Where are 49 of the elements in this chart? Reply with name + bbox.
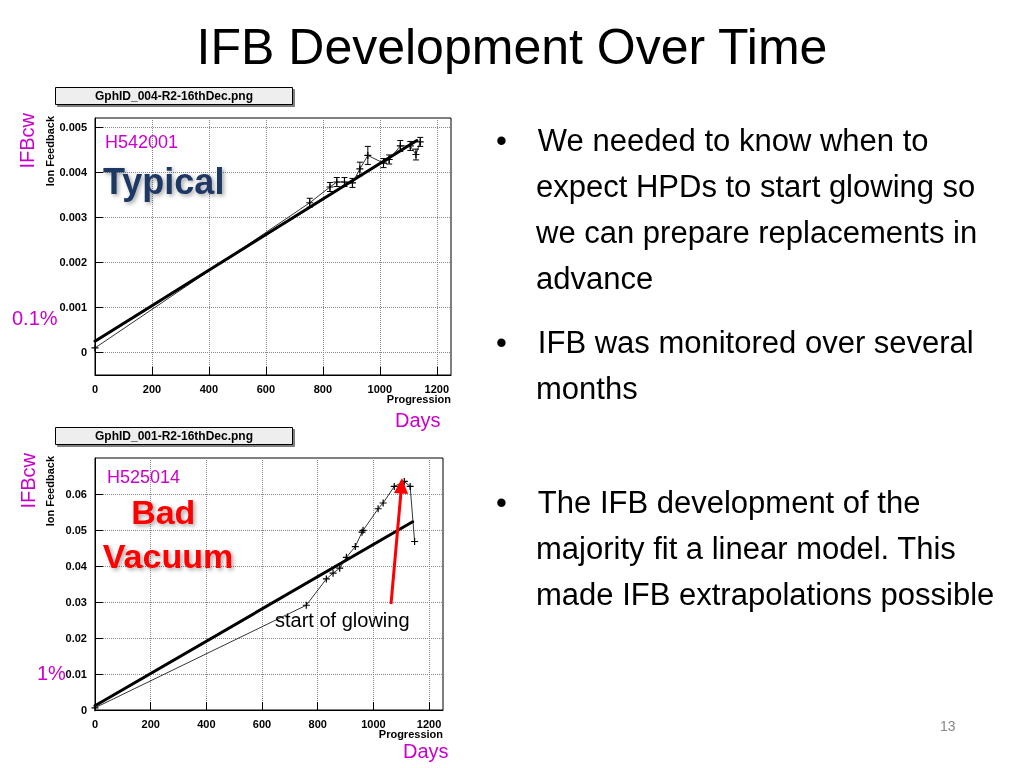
y-tick-label: 0.001 bbox=[59, 301, 87, 314]
y-tick-label: 0.06 bbox=[65, 488, 87, 500]
y-tick-label: 0.005 bbox=[59, 121, 87, 134]
text: Days bbox=[403, 740, 449, 762]
x-tick-label: 0 bbox=[91, 382, 99, 395]
text: • The IFB development of the majority fit a linear model. This made IFB extrapolations possible bbox=[496, 484, 996, 614]
annotation: H525014 bbox=[107, 466, 181, 487]
y-tick-label: 0 bbox=[80, 704, 87, 716]
y-tick-label: 0.05 bbox=[65, 524, 87, 536]
x-tick-label: 1000 bbox=[367, 382, 393, 395]
x-tick-label: 1000 bbox=[361, 717, 386, 730]
x-tick-label: 400 bbox=[197, 717, 216, 730]
x-tick-label: 800 bbox=[308, 717, 327, 730]
x-tick-label: 400 bbox=[199, 382, 219, 395]
annotation: Bad Vacuum bbox=[102, 493, 234, 576]
text: IFB Development Over Time bbox=[195, 18, 829, 76]
y-tick-label: 0 bbox=[80, 346, 87, 359]
y-axis-title: Ion Feedback bbox=[44, 455, 56, 527]
x-tick-label: 600 bbox=[252, 717, 272, 730]
text: IFBcw bbox=[17, 452, 39, 509]
annotation: start of glowing bbox=[275, 609, 410, 631]
chart-title: GphID_004-R2-16thDec.png bbox=[95, 89, 254, 103]
y-tick-label: 0.002 bbox=[59, 256, 87, 269]
x-axis-title: Progression bbox=[386, 392, 452, 405]
y-tick-label: 0.003 bbox=[59, 211, 87, 224]
y-tick-label: 0.02 bbox=[65, 632, 87, 644]
x-tick-label: 200 bbox=[142, 382, 162, 395]
y-tick-label: 0.04 bbox=[65, 560, 88, 572]
x-tick-label: 0 bbox=[91, 717, 99, 730]
annotation: H542001 bbox=[105, 131, 179, 152]
text: 1% bbox=[37, 662, 67, 684]
x-tick-label: 1200 bbox=[416, 717, 442, 730]
y-tick-label: 0.004 bbox=[59, 166, 88, 179]
text: 0.1% bbox=[12, 307, 58, 329]
x-tick-label: 200 bbox=[141, 717, 160, 730]
y-axis-title: Ion Feedback bbox=[44, 115, 56, 187]
chart-title: GphID_001-R2-16thDec.png bbox=[95, 429, 254, 443]
text: IFBcw bbox=[16, 112, 38, 169]
x-tick-label: 600 bbox=[256, 382, 276, 395]
y-tick-label: 0.03 bbox=[65, 596, 87, 608]
text: Days bbox=[395, 409, 441, 431]
x-tick-label: 800 bbox=[313, 382, 333, 395]
y-tick-label: 0.01 bbox=[65, 668, 87, 680]
x-tick-label: 1200 bbox=[424, 382, 449, 395]
text: • IFB was monitored over several months bbox=[496, 324, 975, 408]
text: • We needed to know when to expect HPDs to start glowing so we can prepare replacements in advance bbox=[496, 122, 979, 298]
text: 13 bbox=[940, 718, 956, 734]
annotation: Typical bbox=[103, 160, 225, 202]
x-axis-title: Progression bbox=[378, 727, 444, 740]
